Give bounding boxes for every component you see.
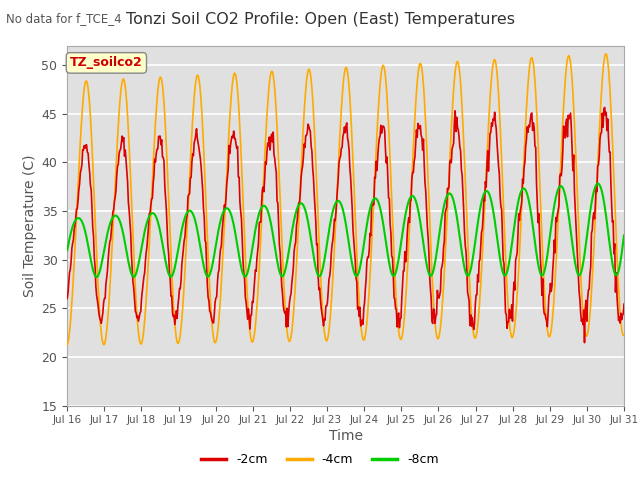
Text: TZ_soilco2: TZ_soilco2 bbox=[70, 56, 143, 70]
Text: Tonzi Soil CO2 Profile: Open (East) Temperatures: Tonzi Soil CO2 Profile: Open (East) Temp… bbox=[125, 12, 515, 27]
Legend: -2cm, -4cm, -8cm: -2cm, -4cm, -8cm bbox=[196, 448, 444, 471]
Y-axis label: Soil Temperature (C): Soil Temperature (C) bbox=[23, 155, 37, 297]
X-axis label: Time: Time bbox=[328, 430, 363, 444]
Text: No data for f_TCE_4: No data for f_TCE_4 bbox=[6, 12, 122, 25]
